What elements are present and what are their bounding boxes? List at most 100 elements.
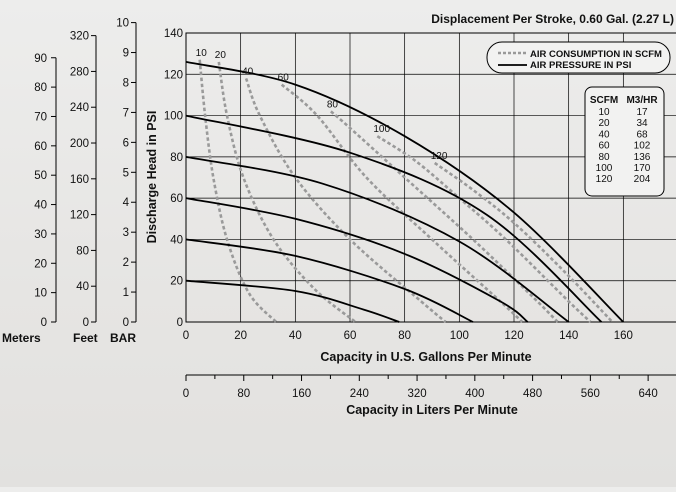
bar-tick-label: 6 <box>123 137 129 149</box>
x-tick-labels: 0 20 40 60 80 100 120 140 160 <box>183 330 633 342</box>
feet-tick-label: 280 <box>70 66 89 78</box>
meters-tick-label: 30 <box>34 229 47 241</box>
x-tick-label: 40 <box>289 330 302 342</box>
legend-consumption-label: AIR CONSUMPTION IN SCFM <box>530 49 662 60</box>
pressure-curve <box>185 114 603 323</box>
meters-tick-label: 10 <box>34 288 47 300</box>
bar-tick-label: 3 <box>123 227 129 239</box>
bar-tick-label: 5 <box>123 167 129 179</box>
scfm-curve-label: 120 <box>431 151 448 162</box>
bar-tick-label: 4 <box>123 197 130 209</box>
table-header-scfm: SCFM <box>590 95 618 106</box>
meters-label: Meters <box>2 331 41 345</box>
x2-tick-label: 80 <box>237 388 250 400</box>
scfm-curve-10 <box>198 59 278 323</box>
feet-tick-label: 80 <box>76 245 89 257</box>
y-tick-label: 140 <box>164 28 183 40</box>
scfm-curve-80 <box>330 110 559 323</box>
meters-tick-label: 0 <box>41 317 47 329</box>
x2-tick-label: 640 <box>639 388 658 400</box>
bar-tick-label: 7 <box>123 107 129 119</box>
bar-tick-label: 10 <box>116 18 129 30</box>
table-cell-m3hr: 204 <box>634 174 651 185</box>
table-cell-m3hr: 17 <box>636 107 648 118</box>
feet-tick-label: 240 <box>70 102 89 114</box>
y-tick-label: 40 <box>170 234 183 246</box>
table-cell-scfm: 100 <box>596 163 613 174</box>
table-cell-m3hr: 68 <box>636 129 648 140</box>
table-cell-scfm: 60 <box>598 141 610 152</box>
feet-tick-label: 0 <box>83 317 89 329</box>
scfm-table-box <box>584 86 665 197</box>
x-tick-label: 80 <box>398 330 411 342</box>
liters-axis: 0 80 160 240 320 400 480 560 640 <box>183 374 676 400</box>
feet-label: Feet <box>73 331 98 345</box>
table-cell-m3hr: 170 <box>634 163 651 174</box>
feet-tick-label: 200 <box>70 138 89 150</box>
scfm-curve-20 <box>217 61 357 324</box>
x-tick-label: 140 <box>559 330 578 342</box>
x-tick-label: 160 <box>614 330 633 342</box>
bar-tick-label: 8 <box>123 77 129 89</box>
x2-tick-label: 480 <box>523 388 542 400</box>
scfm-curve-120 <box>433 161 614 323</box>
meters-tick-label: 70 <box>34 111 47 123</box>
y-tick-label: 120 <box>164 69 183 81</box>
bar-tick-label: 2 <box>123 257 129 269</box>
x-tick-label: 0 <box>183 330 189 342</box>
pressure-curve <box>185 61 624 323</box>
table-cell-scfm: 80 <box>598 152 610 163</box>
bar-tick-label: 0 <box>123 317 129 329</box>
table-cell-scfm: 40 <box>598 129 610 140</box>
x-tick-label: 20 <box>234 330 247 342</box>
x2-tick-label: 240 <box>350 388 369 400</box>
pressure-curve <box>185 156 570 323</box>
y-tick-label: 0 <box>177 317 183 329</box>
table-cell-m3hr: 136 <box>634 152 651 163</box>
x2-tick-label: 160 <box>292 388 311 400</box>
meters-tick-label: 90 <box>34 53 47 65</box>
table-cell-m3hr: 34 <box>636 118 648 129</box>
feet-tick-label: 160 <box>70 174 89 186</box>
x2-tick-label: 560 <box>581 388 600 400</box>
x2-axis-label: Capacity in Liters Per Minute <box>346 403 518 417</box>
x2-tick-label: 400 <box>465 388 484 400</box>
plot-frame <box>185 32 676 323</box>
meters-tick-label: 80 <box>34 82 47 94</box>
air-consumption-curves <box>198 59 614 324</box>
table-cell-scfm: 10 <box>598 107 610 118</box>
y-tick-label: 80 <box>170 152 183 164</box>
y-tick-labels: 0 20 40 60 80 100 120 140 <box>164 28 183 329</box>
scfm-table-rows: 10 17 20 34 40 68 60 102 80 136 100 170 120 204 <box>596 107 651 185</box>
table-cell-scfm: 120 <box>596 174 613 185</box>
scfm-curve-labels: 10 20 40 60 80 100 120 <box>196 48 448 162</box>
meters-tick-label: 50 <box>34 170 47 182</box>
scfm-curve-label: 20 <box>215 50 227 61</box>
scfm-curve-label: 40 <box>242 66 254 77</box>
scfm-curve-label: 80 <box>327 99 339 110</box>
feet-tick-label: 40 <box>76 281 89 293</box>
table-header-m3hr: M3/HR <box>626 95 658 106</box>
scfm-curve-label: 100 <box>373 124 390 135</box>
bar-tick-label: 9 <box>123 48 129 60</box>
scfm-curve-100 <box>376 135 592 323</box>
x2-tick-label: 0 <box>183 388 189 400</box>
y-tick-label: 60 <box>170 193 183 205</box>
secondary-axes: 0102030405060708090040801201602002402803… <box>34 18 137 329</box>
x2-tick-label: 320 <box>407 388 426 400</box>
table-cell-scfm: 20 <box>598 118 610 129</box>
y-axis-label: Discharge Head in PSI <box>145 111 159 244</box>
meters-tick-label: 60 <box>34 141 47 153</box>
y-tick-label: 100 <box>164 111 183 123</box>
bar-label: BAR <box>110 331 136 345</box>
legend-box <box>486 41 671 74</box>
pressure-curve <box>185 279 400 323</box>
air-pressure-curves <box>185 61 624 323</box>
bar-tick-label: 1 <box>123 287 129 299</box>
chart-title: Displacement Per Stroke, 0.60 Gal. (2.27… <box>431 12 674 26</box>
legend-pressure-label: AIR PRESSURE IN PSI <box>530 60 631 71</box>
x-tick-label: 120 <box>504 330 523 342</box>
